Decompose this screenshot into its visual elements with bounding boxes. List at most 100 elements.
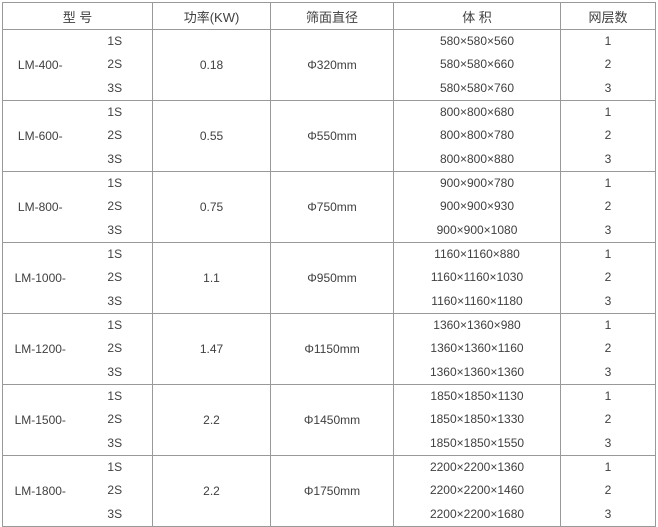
power-cell: 1.47 (152, 313, 271, 385)
layers-value: 3 (604, 222, 612, 237)
layers-cell: 1 2 3 (560, 100, 656, 172)
volume-value: 2200×2200×1680 (429, 506, 525, 521)
model-sizes: 1S 2S 3S (78, 385, 153, 455)
header-layers: 网层数 (560, 2, 656, 30)
model-sizes: 1S 2S 3S (78, 243, 153, 313)
layers-cell: 1 2 3 (560, 171, 656, 243)
layers-value: 3 (604, 293, 612, 308)
model-size: 2S (107, 483, 123, 498)
model-cell: LM-400- 1S 2S 3S (2, 29, 153, 101)
volume-value: 900×900×930 (439, 199, 515, 214)
model-name: LM-800- (17, 200, 63, 214)
volume-value: 1850×1850×1130 (430, 389, 524, 403)
volume-value: 1850×1850×1330 (429, 412, 525, 427)
layers-value: 3 (604, 506, 612, 521)
layers-value: 1 (604, 318, 612, 332)
model-name: LM-1200- (14, 342, 66, 356)
volume-value: 800×800×680 (439, 105, 515, 119)
power-cell: 2.2 (152, 384, 271, 456)
layers-value: 2 (604, 199, 612, 214)
header-volume: 体 积 (393, 2, 561, 30)
model-size: 1S (107, 389, 123, 403)
power-cell: 2.2 (152, 455, 271, 527)
model-size: 1S (107, 318, 123, 332)
volume-value: 1160×1160×880 (434, 247, 520, 261)
table-row: LM-1200- 1S 2S 3S 1.47 Φ1150mm 1360×1360… (2, 313, 656, 385)
model-size: 3S (107, 151, 123, 166)
model-size: 2S (107, 57, 123, 72)
power-cell: 0.55 (152, 100, 271, 172)
volume-value: 900×900×780 (439, 176, 515, 190)
table-row: LM-400- 1S 2S 3S 0.18 Φ320mm 580×580×560… (2, 29, 656, 101)
model-size: 3S (107, 222, 123, 237)
volume-cell: 900×900×780 900×900×930 900×900×1080 (393, 171, 561, 243)
volume-value: 580×580×760 (439, 80, 515, 95)
diameter-cell: Φ320mm (270, 29, 394, 101)
model-size: 1S (107, 247, 123, 261)
table-row: LM-1500- 1S 2S 3S 2.2 Φ1450mm 1850×1850×… (2, 384, 656, 456)
layers-value: 2 (604, 341, 612, 356)
model-size: 1S (107, 176, 123, 190)
model-size: 2S (107, 412, 123, 427)
volume-value: 1360×1360×1360 (429, 364, 525, 379)
volume-value: 800×800×780 (439, 128, 515, 143)
diameter-cell: Φ1150mm (270, 313, 394, 385)
diameter-cell: Φ1750mm (270, 455, 394, 527)
volume-value: 800×800×880 (439, 151, 515, 166)
layers-value: 2 (604, 128, 612, 143)
layers-cell: 1 2 3 (560, 313, 656, 385)
volume-cell: 1360×1360×980 1360×1360×1160 1360×1360×1… (393, 313, 561, 385)
volume-value: 900×900×1080 (436, 222, 518, 237)
volume-value: 1850×1850×1550 (429, 435, 525, 450)
model-sizes: 1S 2S 3S (78, 172, 153, 242)
model-size: 3S (107, 293, 123, 308)
model-cell: LM-1000- 1S 2S 3S (2, 242, 153, 314)
model-cell: LM-800- 1S 2S 3S (2, 171, 153, 243)
model-size: 3S (107, 364, 123, 379)
volume-value: 2200×2200×1460 (429, 483, 525, 498)
volume-value: 1160×1160×1030 (430, 270, 524, 285)
volume-cell: 800×800×680 800×800×780 800×800×880 (393, 100, 561, 172)
volume-value: 2200×2200×1360 (429, 460, 525, 474)
volume-cell: 580×580×560 580×580×660 580×580×760 (393, 29, 561, 101)
header-diameter: 筛面直径 (270, 2, 394, 30)
table-row: LM-1800- 1S 2S 3S 2.2 Φ1750mm 2200×2200×… (2, 455, 656, 527)
volume-value: 580×580×560 (439, 34, 515, 48)
model-name: LM-1800- (14, 484, 66, 498)
table-row: LM-1000- 1S 2S 3S 1.1 Φ950mm 1160×1160×8… (2, 242, 656, 314)
layers-value: 3 (604, 151, 612, 166)
model-size: 3S (107, 506, 123, 521)
model-cell: LM-1800- 1S 2S 3S (2, 455, 153, 527)
layers-value: 3 (604, 435, 612, 450)
layers-value: 1 (604, 105, 612, 119)
layers-value: 1 (604, 34, 612, 48)
model-cell: LM-600- 1S 2S 3S (2, 100, 153, 172)
model-sizes: 1S 2S 3S (78, 101, 153, 171)
table-row: LM-800- 1S 2S 3S 0.75 Φ750mm 900×900×780… (2, 171, 656, 243)
power-cell: 0.18 (152, 29, 271, 101)
model-sizes: 1S 2S 3S (78, 30, 153, 100)
diameter-cell: Φ950mm (270, 242, 394, 314)
model-size: 3S (107, 80, 123, 95)
volume-value: 580×580×660 (439, 57, 515, 72)
model-sizes: 1S 2S 3S (78, 456, 153, 526)
table-row: LM-600- 1S 2S 3S 0.55 Φ550mm 800×800×680… (2, 100, 656, 172)
layers-value: 2 (604, 57, 612, 72)
table-header-row: 型 号 功率(KW) 筛面直径 体 积 网层数 (2, 2, 656, 30)
model-cell: LM-1500- 1S 2S 3S (2, 384, 153, 456)
volume-value: 1160×1160×1180 (431, 293, 523, 308)
model-name: LM-400- (17, 58, 63, 72)
volume-cell: 1850×1850×1130 1850×1850×1330 1850×1850×… (393, 384, 561, 456)
model-size: 2S (107, 341, 123, 356)
model-sizes: 1S 2S 3S (78, 314, 153, 384)
power-cell: 0.75 (152, 171, 271, 243)
volume-cell: 1160×1160×880 1160×1160×1030 1160×1160×1… (393, 242, 561, 314)
layers-value: 2 (604, 270, 612, 285)
model-size: 2S (107, 270, 123, 285)
layers-value: 2 (604, 412, 612, 427)
layers-cell: 1 2 3 (560, 384, 656, 456)
model-size: 2S (107, 199, 123, 214)
layers-cell: 1 2 3 (560, 29, 656, 101)
model-name: LM-1000- (14, 271, 66, 285)
